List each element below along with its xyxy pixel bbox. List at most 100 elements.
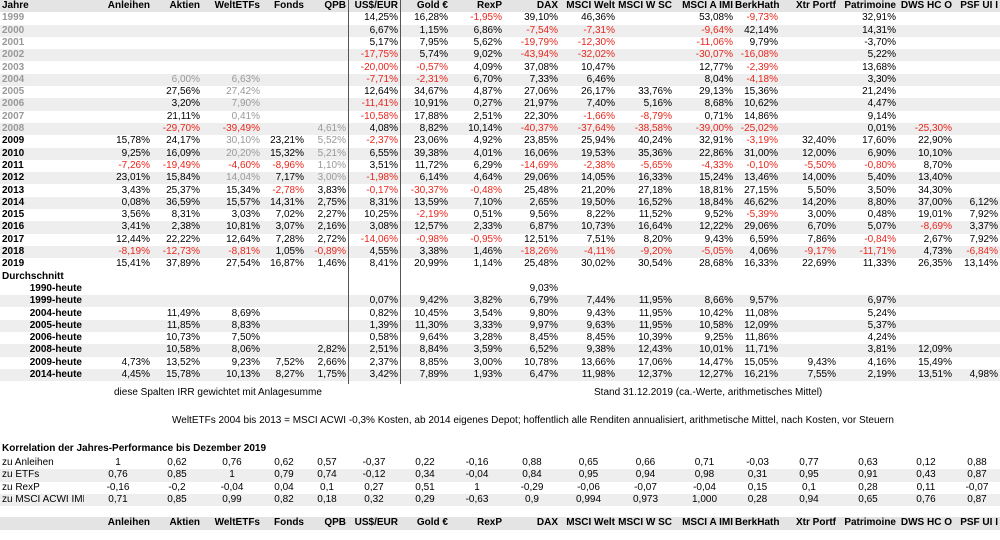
table-cell[interactable]: -16,08% (740, 49, 778, 61)
table-cell[interactable] (560, 283, 617, 295)
table-cell[interactable]: 25,48% (524, 258, 558, 270)
table-cell[interactable] (780, 25, 838, 37)
table-cell[interactable]: 9,56% (529, 209, 558, 221)
table-cell[interactable]: 0,66 (635, 456, 656, 468)
column-header[interactable]: Anleihen (107, 517, 150, 529)
table-cell[interactable]: 36,59% (166, 196, 200, 208)
table-cell[interactable]: 0,28 (858, 481, 878, 493)
table-cell[interactable]: -2,31% (416, 73, 448, 85)
table-cell[interactable]: 3,41% (121, 221, 150, 233)
table-cell[interactable]: 1,15% (419, 24, 448, 36)
table-cell[interactable]: 4,98% (969, 369, 998, 380)
table-cell[interactable]: 35,36% (638, 147, 672, 159)
table-cell[interactable]: 0,28 (747, 493, 768, 505)
table-cell[interactable] (262, 283, 306, 295)
table-cell[interactable]: 3,07% (275, 221, 304, 233)
table-cell[interactable]: 18,84% (699, 196, 733, 208)
table-cell[interactable]: 9,38% (586, 344, 615, 356)
table-cell[interactable]: 5,21% (317, 147, 346, 159)
table-cell[interactable]: 3,03% (231, 209, 260, 221)
table-cell[interactable] (202, 62, 262, 74)
table-cell[interactable]: 0,71% (704, 110, 733, 122)
table-cell[interactable]: 0,95 (578, 469, 599, 481)
table-cell[interactable]: 0,994 (575, 493, 602, 505)
table-cell[interactable]: 21,24% (862, 86, 896, 98)
table-cell[interactable]: 5,62% (473, 36, 502, 48)
table-cell[interactable]: 22,90% (918, 135, 952, 147)
column-header[interactable]: Patrimoine (844, 0, 896, 11)
column-header[interactable]: MSCI W SC (618, 0, 672, 11)
table-cell[interactable]: -10,58% (360, 110, 398, 122)
table-cell[interactable]: 7,28% (275, 233, 304, 245)
table-cell[interactable]: -11,71% (859, 246, 896, 257)
table-cell[interactable]: -9,64% (701, 24, 733, 36)
table-cell[interactable] (898, 86, 954, 98)
table-cell[interactable] (674, 283, 735, 295)
table-cell[interactable]: 14,25% (364, 12, 398, 24)
table-cell[interactable]: 0,94 (635, 469, 656, 481)
row-label[interactable]: 2018 (2, 246, 25, 257)
table-cell[interactable]: 10,01% (699, 344, 733, 356)
table-cell[interactable]: 14,04% (226, 172, 260, 184)
table-cell[interactable]: 3,81% (867, 344, 896, 356)
table-cell[interactable]: 0,22 (415, 456, 435, 468)
row-label[interactable]: 1990-heute (29, 282, 82, 294)
table-cell[interactable]: -9,73% (746, 12, 778, 24)
column-header[interactable]: Xtr Portf (796, 0, 836, 11)
table-cell[interactable]: -8,81% (228, 246, 260, 257)
table-cell[interactable]: 14,31% (862, 24, 896, 36)
table-cell[interactable] (202, 25, 262, 37)
table-cell[interactable]: 0,91 (858, 469, 878, 481)
table-cell[interactable] (898, 12, 954, 24)
table-cell[interactable]: 29,13% (699, 86, 733, 98)
table-cell[interactable] (152, 62, 202, 74)
table-cell[interactable]: 19,01% (918, 209, 952, 221)
table-cell[interactable] (780, 98, 838, 110)
table-cell[interactable]: -0,2 (168, 481, 186, 493)
table-cell[interactable]: 10,45% (414, 307, 448, 319)
table-cell[interactable]: 0,9 (525, 493, 539, 505)
row-label[interactable]: zu RexP (2, 481, 40, 493)
table-cell[interactable]: -2,38% (583, 159, 615, 171)
table-cell[interactable] (306, 12, 348, 24)
table-cell[interactable]: 13,40% (918, 172, 952, 184)
table-cell[interactable]: 8,45% (586, 332, 615, 344)
table-cell[interactable]: 0,65 (858, 493, 878, 505)
table-cell[interactable]: -12,30% (577, 36, 615, 48)
table-cell[interactable]: -0,12 (362, 469, 386, 481)
table-cell[interactable]: 0,32 (364, 493, 384, 505)
table-cell[interactable] (898, 320, 954, 332)
table-cell[interactable]: -25,02% (740, 123, 778, 134)
table-cell[interactable] (954, 357, 1000, 369)
table-cell[interactable] (84, 283, 152, 295)
table-cell[interactable] (84, 344, 152, 356)
table-cell[interactable] (306, 283, 348, 295)
table-cell[interactable]: -4,60% (228, 159, 260, 171)
table-cell[interactable]: 4,01% (473, 147, 502, 159)
table-cell[interactable]: 3,43% (121, 184, 150, 196)
column-header[interactable]: Xtr Portf (796, 517, 836, 529)
column-header[interactable]: MSCI W SC (618, 517, 672, 529)
table-cell[interactable] (84, 111, 152, 123)
table-cell[interactable]: 6,52% (529, 344, 558, 356)
table-cell[interactable]: 0,1 (802, 481, 816, 493)
table-cell[interactable]: 26,17% (581, 86, 615, 98)
table-cell[interactable]: 7,92% (969, 209, 998, 221)
table-cell[interactable]: 4,47% (867, 98, 896, 110)
table-cell[interactable] (954, 37, 1000, 49)
table-cell[interactable]: 0,77 (799, 456, 819, 468)
table-cell[interactable]: 10,58% (166, 344, 200, 356)
table-cell[interactable]: 9,97% (529, 319, 558, 331)
column-header[interactable]: DWS HC O (900, 517, 952, 529)
row-label[interactable]: 2005 (2, 86, 25, 98)
table-cell[interactable] (84, 37, 152, 49)
table-cell[interactable]: 2,27% (317, 209, 346, 221)
table-cell[interactable] (954, 25, 1000, 37)
table-cell[interactable] (954, 295, 1000, 307)
table-cell[interactable] (306, 332, 348, 344)
table-cell[interactable]: 4,73% (121, 356, 150, 368)
table-cell[interactable] (306, 37, 348, 49)
column-header[interactable]: Aktien (169, 0, 200, 11)
table-cell[interactable] (954, 62, 1000, 74)
table-cell[interactable] (306, 49, 348, 61)
